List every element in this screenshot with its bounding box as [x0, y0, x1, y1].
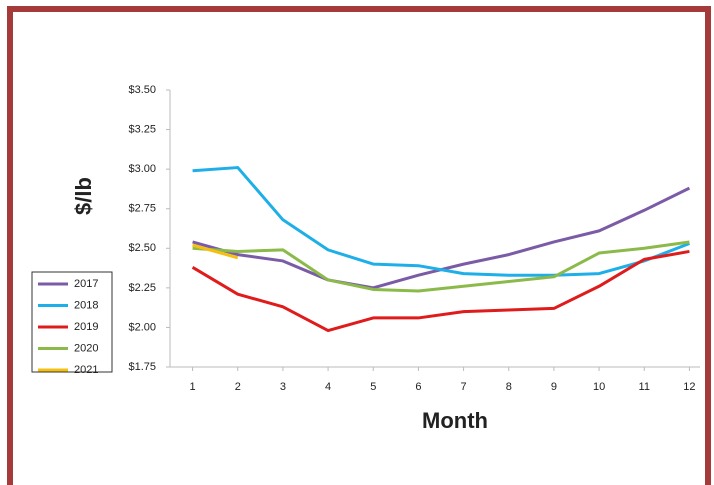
y-tick-label: $3.00	[128, 163, 156, 175]
legend-box	[31, 271, 113, 373]
x-axis-label: Month	[422, 408, 488, 433]
x-tick-label: 12	[683, 381, 695, 393]
series-line	[192, 166, 690, 277]
y-tick-label: $2.75	[128, 203, 156, 215]
legend-label: 2018	[74, 299, 98, 311]
x-tick-label: 5	[370, 381, 376, 393]
y-tick-label: $2.00	[128, 321, 156, 333]
x-tick-label: 1	[190, 381, 196, 393]
y-tick-label: $3.50	[128, 84, 156, 96]
y-tick-label: $3.25	[128, 123, 156, 135]
x-tick-label: 6	[415, 381, 421, 393]
x-tick-label: 8	[506, 381, 512, 393]
x-tick-label: 7	[461, 381, 467, 393]
legend-label: 2017	[74, 278, 98, 290]
x-tick-label: 2	[235, 381, 241, 393]
series-line	[192, 240, 690, 293]
y-axis-label: $/lb	[71, 177, 96, 215]
frame	[7, 6, 711, 485]
y-tick-label: $2.25	[128, 282, 156, 294]
series-line	[192, 243, 239, 260]
x-tick-label: 4	[325, 381, 331, 393]
x-tick-label: 10	[593, 381, 605, 393]
x-tick-label: 3	[280, 381, 286, 393]
x-tick-label: 9	[551, 381, 557, 393]
y-tick-label: $1.75	[128, 361, 156, 373]
legend-label: 2019	[74, 321, 98, 333]
y-tick-label: $2.50	[128, 242, 156, 254]
x-tick-label: 11	[639, 381, 650, 393]
legend-label: 2021	[74, 364, 98, 376]
series-line	[191, 249, 690, 333]
legend-label: 2020	[74, 342, 98, 354]
